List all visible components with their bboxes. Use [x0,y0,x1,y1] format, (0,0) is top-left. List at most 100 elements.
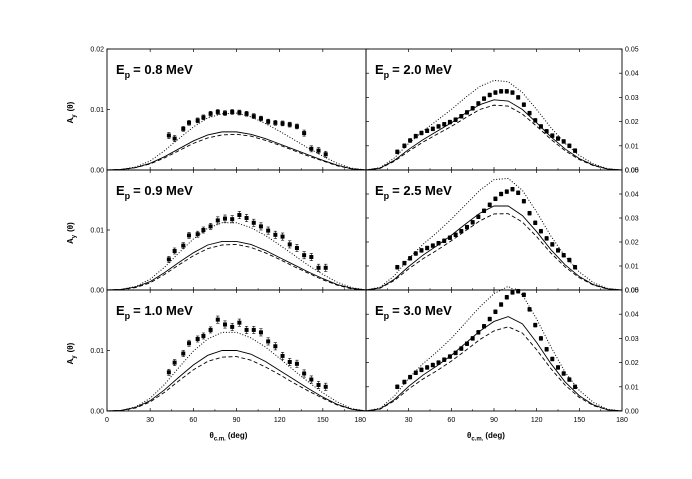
data-point [499,89,504,94]
data-point [287,359,292,364]
data-point [453,350,458,355]
data-point [561,253,566,258]
data-point [302,253,307,258]
y-axis-title-arg: (θ) [66,222,75,232]
x-axis-title-unit: (deg) [485,431,505,440]
panel-label: Ep = 2.0 MeV [375,62,452,80]
data-point [482,96,487,101]
data-point [181,126,186,131]
x-axis-title: θc.m. (deg) [467,431,505,443]
data-point [215,218,220,223]
data-point [208,111,213,116]
data-point [442,122,447,127]
x-tick-label: 90 [490,417,498,424]
data-point [556,248,560,253]
panel-label-value: = 2.5 MeV [392,183,452,198]
data-point [556,365,560,370]
data-point [230,324,235,329]
panel-label-value: = 3.0 MeV [392,303,452,318]
data-point [550,242,555,247]
data-point [516,289,521,294]
data-point [464,341,469,346]
data-point [436,360,441,365]
y-tick-label: 0.05 [625,288,639,295]
data-point [504,89,509,94]
data-point [419,367,424,372]
data-point [447,235,452,240]
data-point [459,229,464,234]
panel-label: Ep = 0.8 MeV [116,62,193,80]
data-point [273,120,278,125]
data-point [419,248,424,253]
data-point [493,309,498,314]
x-tick-label: 60 [447,417,455,424]
y-axis-title-subscript: y [72,355,78,359]
data-point [476,101,481,106]
x-tick-label: 150 [317,417,329,424]
y-tick-label: 0.01 [625,143,639,150]
y-tick-label: 0.00 [90,168,104,175]
data-point [550,133,555,138]
y-tick-label: 0.02 [90,47,104,54]
panel-label-value: = 0.9 MeV [133,183,193,198]
x-tick-label: 120 [274,417,286,424]
data-point [459,346,464,351]
data-point [430,126,435,131]
data-point [487,202,492,207]
panel-label-subscript: p [384,70,390,80]
x-tick-label: 0 [105,417,109,424]
y-tick-label: 0.04 [625,71,639,78]
data-point [408,138,413,143]
series-calc-dashed [365,104,623,171]
data-point [408,256,413,261]
data-point [280,234,285,239]
data-point [567,258,572,262]
data-point [215,109,220,114]
x-axis-title-subscript: c.m. [214,437,226,443]
panel-3: 0.00 0.01 Ep = 1.0 MeV 0 30 60 90 120 150 180 θc.m.… [66,289,367,443]
data-point [273,232,278,237]
panel-label-subscript: p [125,70,131,80]
panel-label-symbol: E [116,62,125,77]
panel-label: Ep = 1.0 MeV [116,303,193,321]
data-point [195,232,200,237]
data-point [395,149,400,154]
series-calc-solid [365,316,623,412]
x-tick-label: 90 [233,417,241,424]
data-point [237,213,242,217]
panel-label-value: = 2.0 MeV [392,62,452,77]
data-point [302,371,307,376]
data-point [447,120,452,125]
data-point [172,136,177,141]
data-point [402,261,407,266]
y-tick-label: 0.01 [90,228,104,235]
panel-1: 0.00 0.01 0.02 Ep = 0.8 MeV Ay (θ) [66,47,367,175]
panel-label: Ep = 0.9 MeV [116,183,193,201]
data-point [309,377,314,382]
series-calc-dashed [365,213,623,291]
x-tick-label: 30 [405,417,413,424]
data-point [166,257,171,262]
data-point [493,90,498,95]
series-calc-solid [106,131,367,171]
data-point [294,124,299,129]
data-point [181,243,186,248]
y-axis-title: Ay (θ) [66,101,78,123]
data-point [436,124,441,129]
data-point [413,251,418,256]
series-calc-solid [365,99,623,171]
data-point [187,233,192,238]
data-point [533,118,538,123]
data-point [302,131,307,136]
data-point [195,337,200,342]
data-point [323,265,328,270]
data-point [533,323,538,328]
panel-label-subscript: p [125,191,131,201]
data-point [309,255,314,259]
y-tick-label: 0.00 [625,168,639,175]
data-point [230,217,235,222]
data-point [237,320,242,325]
data-point [561,139,566,144]
x-axis-title: θc.m. (deg) [210,431,248,443]
data-point [258,116,263,121]
